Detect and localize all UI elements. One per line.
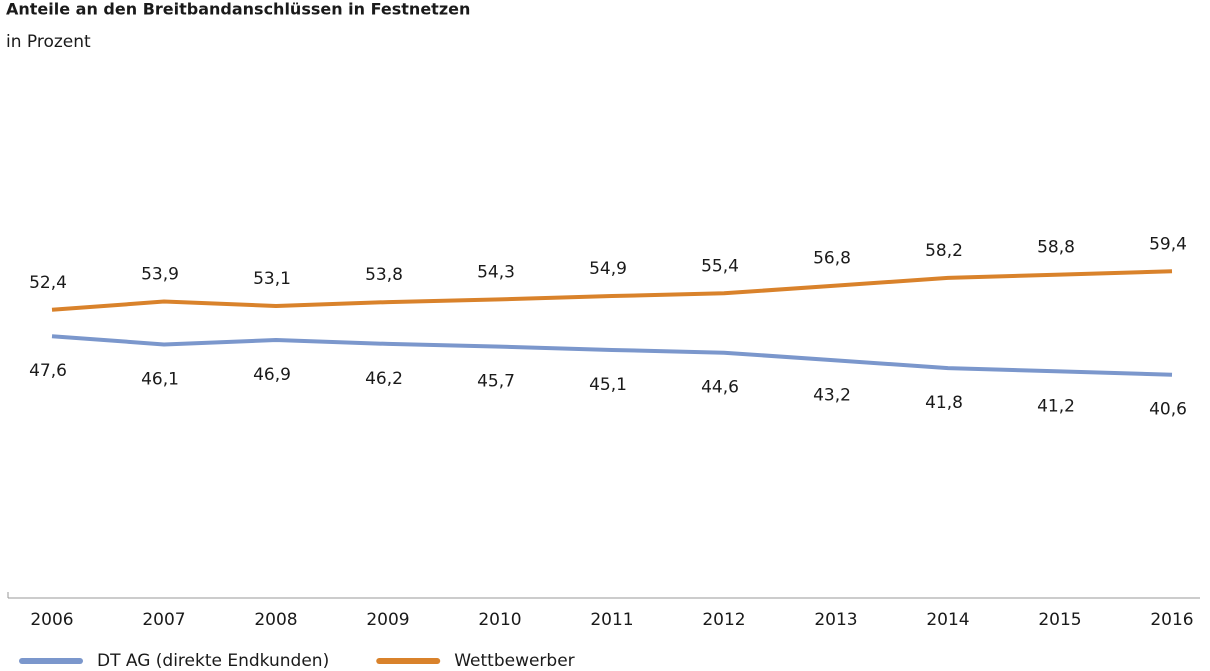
x-tick-label: 2006 [30, 610, 73, 630]
data-label: 58,2 [925, 241, 963, 261]
series-line [51, 269, 1173, 312]
x-tick-label: 2016 [1150, 610, 1193, 630]
chart-subtitle: in Prozent [6, 32, 91, 52]
data-label: 46,9 [253, 365, 291, 385]
x-tick-label: 2009 [366, 610, 409, 630]
data-label: 46,2 [365, 369, 403, 389]
data-label: 54,3 [477, 262, 515, 282]
data-label: 45,1 [589, 375, 627, 395]
legend-label: Wettbewerber [454, 651, 574, 671]
data-label: 59,4 [1149, 234, 1187, 254]
x-tick-label: 2008 [254, 610, 297, 630]
data-label: 53,1 [253, 269, 291, 289]
series-line [51, 334, 1173, 377]
x-tick-label: 2015 [1038, 610, 1081, 630]
data-label: 58,8 [1037, 238, 1075, 258]
data-label: 41,2 [1037, 396, 1075, 416]
data-label: 55,4 [701, 256, 739, 276]
x-tick-label: 2014 [926, 610, 969, 630]
x-tick-label: 2007 [142, 610, 185, 630]
x-tick-label: 2012 [702, 610, 745, 630]
legend-label: DT AG (direkte Endkunden) [97, 651, 329, 671]
data-label: 52,4 [29, 273, 67, 293]
chart-title: Anteile an den Breitbandanschlüssen in F… [6, 0, 470, 19]
data-label: 56,8 [813, 249, 851, 269]
data-label: 54,9 [589, 259, 627, 279]
x-tick-label: 2013 [814, 610, 857, 630]
data-label: 47,6 [29, 361, 67, 381]
data-label: 41,8 [925, 393, 963, 413]
data-label: 53,8 [365, 265, 403, 285]
data-label: 43,2 [813, 385, 851, 405]
data-label: 53,9 [141, 265, 179, 285]
data-label: 40,6 [1149, 400, 1187, 420]
data-label: 44,6 [701, 378, 739, 398]
x-tick-label: 2010 [478, 610, 521, 630]
data-label: 45,7 [477, 372, 515, 392]
x-tick-label: 2011 [590, 610, 633, 630]
data-label: 46,1 [141, 369, 179, 389]
